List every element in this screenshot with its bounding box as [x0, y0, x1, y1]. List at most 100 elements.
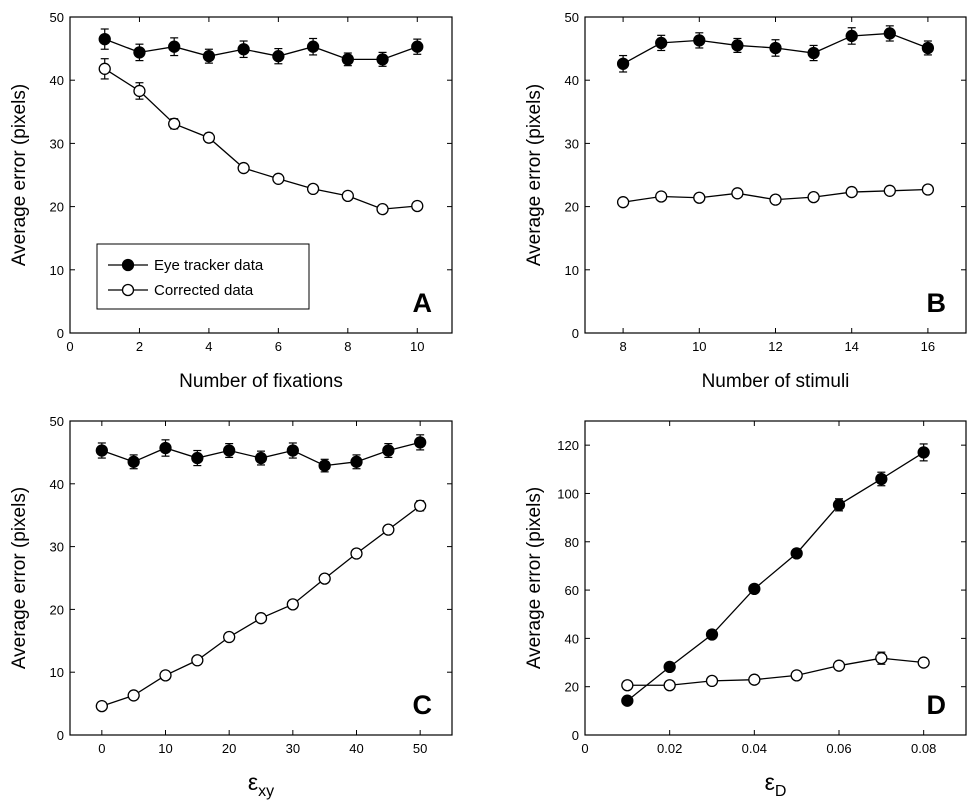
- series-line: [104, 68, 418, 210]
- series-line: [626, 451, 925, 702]
- data-point-filled: [159, 441, 172, 455]
- data-point-filled: [318, 459, 331, 472]
- data-point-filled: [133, 46, 146, 59]
- x-axis-symbol: ε: [248, 769, 258, 795]
- y-tick-label: 0: [572, 326, 579, 341]
- data-point-filled: [376, 53, 389, 66]
- data-point-open: [254, 612, 268, 625]
- panel-b: 8 10 12 14 16 0 10 20 30 40 50 Average error (pixel…: [524, 10, 967, 392]
- data-point-open: [663, 679, 676, 692]
- data-point-filled: [202, 50, 216, 63]
- data-point-open: [705, 674, 719, 688]
- y-tick-label: 80: [565, 535, 579, 550]
- data-point-open: [875, 652, 888, 665]
- x-axis-title: Number of stimuli: [702, 371, 850, 392]
- panel-letter: A: [413, 288, 433, 318]
- series-eye-tracker: [621, 443, 930, 707]
- legend-label: Corrected data: [154, 282, 254, 299]
- data-point-filled: [306, 40, 320, 53]
- x-tick-label: 10: [692, 339, 706, 354]
- series-line: [627, 657, 924, 686]
- data-point-open: [202, 131, 216, 144]
- x-tick-label: 20: [222, 741, 236, 756]
- data-point-open: [382, 523, 395, 536]
- series-line: [101, 505, 421, 707]
- data-point-filled: [272, 50, 285, 63]
- x-axis-title: εD: [765, 769, 787, 800]
- data-point-filled: [875, 472, 888, 486]
- x-tick-label: 8: [619, 339, 626, 354]
- data-point-filled: [921, 41, 935, 55]
- axes-frame: [69, 420, 453, 736]
- y-tick-label: 10: [50, 665, 64, 680]
- series-corrected: [616, 183, 935, 209]
- y-tick-label: 20: [565, 680, 579, 695]
- y-tick-label: 120: [557, 438, 579, 453]
- y-tick-label: 10: [50, 263, 64, 278]
- x-tick-label: 6: [275, 339, 282, 354]
- data-point-open: [411, 199, 424, 213]
- y-tick-label: 100: [557, 486, 579, 501]
- y-tick-label: 20: [565, 200, 579, 215]
- data-point-open: [731, 187, 744, 200]
- data-point-filled: [693, 34, 706, 47]
- series-corrected: [98, 58, 424, 216]
- data-point-open: [350, 547, 363, 560]
- x-tick-label: 16: [921, 339, 935, 354]
- y-tick-label: 50: [565, 10, 579, 25]
- y-tick-label: 40: [50, 477, 64, 492]
- y-tick-label: 30: [565, 136, 579, 151]
- y-tick-label: 50: [50, 414, 64, 429]
- data-point-open: [748, 673, 761, 686]
- data-point-open: [272, 172, 285, 185]
- legend-box: [96, 243, 310, 310]
- data-point-filled: [341, 53, 354, 66]
- data-point-filled: [286, 444, 299, 457]
- panel-letter: D: [927, 690, 947, 720]
- series-corrected: [621, 651, 930, 692]
- x-tick-label: 10: [158, 741, 172, 756]
- data-point-open: [306, 182, 320, 196]
- x-tick-label: 10: [410, 339, 424, 354]
- data-point-filled: [191, 451, 204, 465]
- data-point-open: [159, 669, 172, 682]
- data-point-filled: [382, 444, 395, 457]
- data-point-open: [790, 669, 803, 682]
- data-point-open: [845, 185, 858, 199]
- y-tick-label: 0: [572, 728, 579, 743]
- data-point-open: [341, 189, 354, 203]
- data-point-filled: [98, 32, 111, 46]
- data-point-filled: [917, 446, 930, 459]
- y-axis-title: Average error (pixels): [524, 84, 545, 266]
- data-point-open: [237, 161, 250, 175]
- panel-a: 0 2 4 6 8 10 0 10 20 30 40 50 Average error (pixels)…: [9, 10, 453, 392]
- data-point-open: [807, 190, 820, 204]
- data-point-open: [127, 689, 140, 702]
- y-tick-label: 20: [50, 200, 64, 215]
- axes-frame: [69, 16, 453, 334]
- y-tick-label: 20: [50, 602, 64, 617]
- x-tick-label: 0: [581, 741, 588, 756]
- y-axis-title: Average error (pixels): [9, 487, 30, 669]
- series-eye-tracker: [616, 25, 935, 73]
- x-tick-label: 0.08: [911, 741, 936, 756]
- series-eye-tracker: [98, 28, 424, 67]
- data-point-filled: [807, 46, 820, 60]
- x-tick-label: 0.06: [826, 741, 851, 756]
- data-point-open: [917, 656, 930, 669]
- data-point-filled: [790, 547, 803, 560]
- data-point-filled: [883, 27, 896, 40]
- panel-d: 0 0.02 0.04 0.06 0.08 0 20 40 60 80 100 120 Average …: [524, 420, 967, 800]
- data-point-open: [414, 499, 427, 512]
- y-tick-label: 0: [57, 326, 64, 341]
- data-point-open: [286, 598, 299, 611]
- y-tick-label: 40: [565, 73, 579, 88]
- legend: Eye tracker data Corrected data: [96, 243, 310, 310]
- panel-letter: C: [413, 690, 433, 720]
- x-axis-subscript: xy: [258, 783, 274, 800]
- data-point-filled: [254, 451, 268, 465]
- data-point-filled: [127, 455, 140, 468]
- series-eye-tracker: [95, 434, 427, 473]
- data-point-open: [133, 84, 146, 98]
